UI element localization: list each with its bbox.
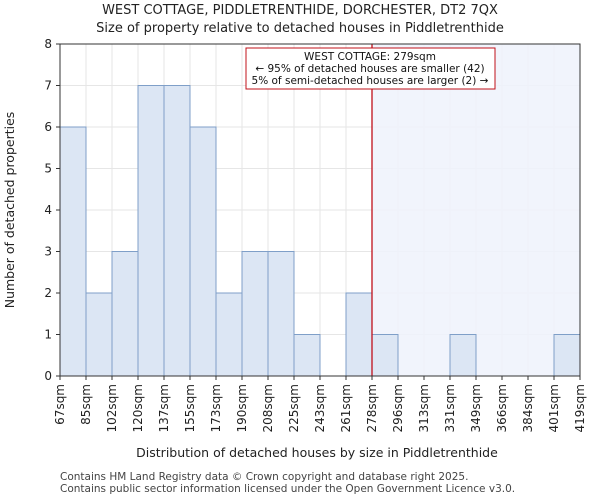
- histogram-bar: [293, 334, 321, 377]
- histogram-bar: [189, 126, 217, 377]
- y-tick-label: 7: [44, 79, 52, 93]
- footer-copyright: Contains HM Land Registry data © Crown c…: [60, 471, 469, 483]
- x-tick-label: 296sqm: [391, 384, 405, 432]
- footer-licence: Contains public sector information licen…: [60, 483, 516, 495]
- histogram-bar: [241, 251, 269, 377]
- y-tick-label: 6: [44, 120, 52, 134]
- x-tick-label: 313sqm: [417, 384, 431, 432]
- chart-subtitle: Size of property relative to detached ho…: [96, 21, 504, 36]
- y-tick-label: 1: [44, 328, 52, 342]
- histogram-bar: [553, 334, 581, 377]
- histogram-bar: [111, 251, 139, 377]
- bars-layer: [59, 85, 581, 377]
- x-tick-label: 190sqm: [235, 384, 249, 432]
- histogram-bar: [163, 85, 191, 377]
- histogram-bar: [215, 292, 243, 377]
- histogram-bar: [371, 334, 399, 377]
- histogram-bar: [59, 126, 87, 377]
- y-tick-label: 0: [44, 369, 52, 383]
- x-axis-label: Distribution of detached houses by size …: [136, 445, 498, 460]
- annotation-border: [245, 47, 496, 90]
- x-tick-label: 85sqm: [79, 384, 93, 425]
- chart-title: WEST COTTAGE, PIDDLETRENTHIDE, DORCHESTE…: [102, 3, 498, 18]
- x-tick-label: 120sqm: [131, 384, 145, 432]
- y-ticks-layer: 0 1 2 3 4 5 6 7 8: [44, 37, 60, 383]
- x-ticks-layer: 67sqm 85sqm 102sqm 120sqm 137sqm 155sqm 173sqm…: [53, 376, 587, 432]
- highlight-region: [372, 44, 580, 376]
- x-tick-label: 173sqm: [209, 384, 223, 432]
- y-axis-label: Number of detached properties: [2, 112, 17, 309]
- histogram-bar: [267, 251, 295, 377]
- x-tick-label: 401sqm: [547, 384, 561, 432]
- x-tick-label: 261sqm: [339, 384, 353, 432]
- y-tick-label: 3: [44, 245, 52, 259]
- y-tick-label: 4: [44, 203, 52, 217]
- x-tick-label: 208sqm: [261, 384, 275, 432]
- annotation-line-2: ← 95% of detached houses are smaller (42…: [255, 63, 484, 75]
- x-tick-label: 349sqm: [469, 384, 483, 432]
- histogram-bar: [449, 334, 477, 377]
- annotation-line-1: WEST COTTAGE: 279sqm: [304, 51, 436, 63]
- x-tick-label: 137sqm: [157, 384, 171, 432]
- x-tick-label: 366sqm: [495, 384, 509, 432]
- x-tick-label: 243sqm: [313, 384, 327, 432]
- histogram-bar: [137, 85, 165, 377]
- x-tick-label: 102sqm: [105, 384, 119, 432]
- x-tick-label: 331sqm: [443, 384, 457, 432]
- histogram-bar: [345, 292, 373, 377]
- x-tick-label: 419sqm: [573, 384, 587, 432]
- x-tick-label: 155sqm: [183, 384, 197, 432]
- y-tick-label: 8: [44, 37, 52, 51]
- y-tick-label: 5: [44, 162, 52, 176]
- x-tick-label: 225sqm: [287, 384, 301, 432]
- histogram-bar: [85, 292, 113, 377]
- y-tick-label: 2: [44, 286, 52, 300]
- annotation-box: WEST COTTAGE: 279sqm ← 95% of detached h…: [245, 47, 496, 90]
- x-tick-label: 384sqm: [521, 384, 535, 432]
- x-tick-label: 67sqm: [53, 384, 67, 425]
- x-tick-label: 278sqm: [365, 384, 379, 432]
- annotation-line-3: 5% of semi-detached houses are larger (2…: [252, 75, 489, 87]
